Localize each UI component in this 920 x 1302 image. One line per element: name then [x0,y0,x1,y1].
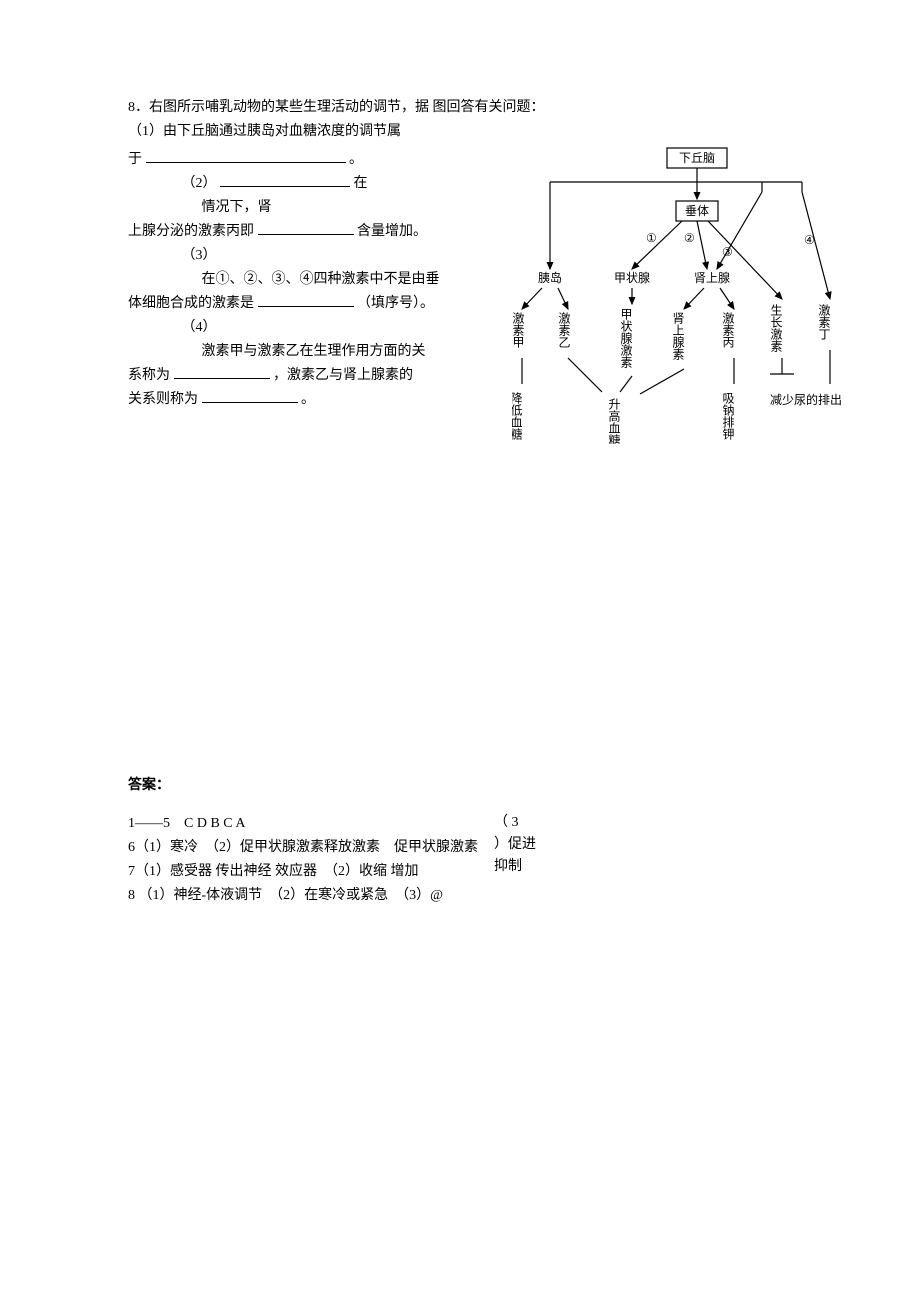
question-part3-line1: （3） [128,244,508,268]
box-hypothalamus: 下丘脑 [679,151,715,165]
circle-3: ③ [722,245,733,259]
question-part4-line4: 关系则称为 。 [128,388,508,412]
box-pituitary: 垂体 [685,204,709,218]
regulation-diagram: 下丘脑 垂体 [512,144,852,444]
question-stem: 8．右图所示哺乳动物的某些生理活动的调节，据 图回答有关问题： [128,96,800,120]
hormone-a: 激素甲 [512,312,525,348]
answer-right-2: ）促进 [494,834,544,856]
answers-left: 1——5 C D B C A 6（1）寒冷 （2）促甲状腺激素释放激素 促甲状腺… [128,812,478,908]
question-part2-line2: 情况下，肾 [128,196,508,220]
effect-reduce-urine: 减少尿的排出 [770,392,842,407]
question-part2-line3: 上腺分泌的激素丙即 含量增加。 [128,220,508,244]
question-number: 8． [128,100,149,115]
blank-6 [202,388,298,403]
gland-adrenal: 肾上腺 [694,271,730,285]
answers-title: 答案： [128,774,800,794]
answer-right-3: 抑制 [494,856,544,878]
effect-raise-glucose: 升高血糖 [607,398,621,444]
effect-na-k: 吸钠排钾 [721,392,735,440]
answer-line-2: 6（1）寒冷 （2）促甲状腺激素释放激素 促甲状腺激素 [128,836,478,860]
circle-1: ① [646,231,657,245]
blank-5 [174,364,270,379]
blank-2 [220,172,350,187]
effect-lower-glucose: 降低血糖 [512,392,523,441]
answers-section: 答案： 1——5 C D B C A 6（1）寒冷 （2）促甲状腺激素释放激素 … [128,774,800,908]
question-part3-line2: 在①、②、③、④四种激素中不是由垂 [128,268,508,292]
hormone-growth: 生长激素 [769,304,783,352]
question-part1-line2: 于 。 [128,148,508,172]
circle-2: ② [684,231,695,245]
question-part4-line2: 激素甲与激素乙在生理作用方面的关 [128,340,508,364]
circle-4: ④ [804,233,815,247]
blank-1 [146,148,346,163]
question-part4-line1: （4） [128,316,508,340]
blank-3 [258,220,354,235]
blank-4 [258,292,354,307]
hormone-d: 激素丁 [817,304,831,340]
hormone-b: 激素乙 [557,312,571,348]
answers-right: （ 3 ）促进 抑制 [494,812,544,878]
answer-line-3: 7（1）感受器 传出神经 效应器 （2）收缩 增加 [128,860,478,884]
hormone-thyroid: 甲状腺激素 [619,308,633,368]
gland-thyroid: 甲状腺 [614,271,650,285]
question-part1-line1: （1）由下丘脑通过胰岛对血糖浓度的调节属 [128,120,800,144]
answer-line-1: 1——5 C D B C A [128,812,478,836]
question-body: 于 。 （2） 在 情况下，肾 上腺分泌的激素丙即 含量增加。 [128,144,508,412]
answer-line-4: 8 （1）神经-体液调节 （2）在寒冷或紧急 （3）@ [128,884,478,908]
question-part3-line3: 体细胞合成的激素是 （填序号）。 [128,292,508,316]
answer-right-1: （ 3 [494,812,544,834]
hormone-adrenaline: 肾上腺素 [671,312,685,360]
question-part4-line3: 系称为 ，激素乙与肾上腺素的 [128,364,508,388]
question-part2-line1: （2） 在 [128,172,508,196]
hormone-c: 激素丙 [721,312,735,348]
gland-pancreas: 胰岛 [538,270,562,285]
